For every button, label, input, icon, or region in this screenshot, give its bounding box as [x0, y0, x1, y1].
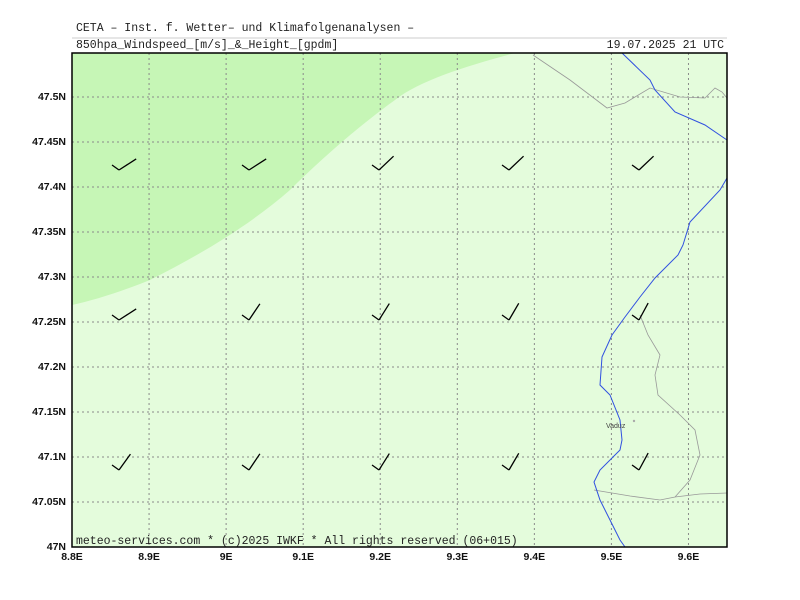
wind-barb-flag [501, 314, 510, 321]
header-timestamp: 19.07.2025 21 UTC [607, 39, 724, 52]
wind-barb [508, 155, 525, 171]
wind-barb [248, 158, 267, 171]
lon-label: 8.9E [138, 551, 160, 563]
wind-barb-flag [501, 464, 510, 471]
lon-label: 9.5E [601, 551, 623, 563]
lon-label: 9.1E [292, 551, 314, 563]
lat-label: 47.05N [32, 496, 66, 508]
lat-label: 47N [47, 541, 66, 553]
lon-label: 8.8E [61, 551, 83, 563]
wind-barb-flag [371, 464, 380, 471]
wind-barb-flag [241, 464, 250, 471]
map-frame [71, 52, 728, 548]
wind-barb-flag [631, 164, 640, 171]
lat-label: 47.2N [38, 361, 66, 373]
wind-barb [378, 303, 390, 321]
lat-label: 47.45N [32, 136, 66, 148]
lon-label: 9E [220, 551, 233, 563]
wind-barb [248, 303, 261, 321]
border [532, 54, 728, 109]
wind-barb [118, 158, 137, 171]
wind-speed-area [72, 53, 515, 305]
wind-barb-flag [501, 164, 510, 171]
wind-barb-flag [241, 314, 250, 321]
wind-barb-flag [631, 314, 640, 321]
border [593, 314, 728, 501]
lon-label: 9.3E [446, 551, 468, 563]
wind-barb [248, 453, 261, 471]
wind-barb-flag [111, 164, 120, 171]
lat-label: 47.5N [38, 91, 66, 103]
wind-barb [508, 302, 520, 321]
wind-barb [378, 155, 395, 171]
wind-barb [118, 453, 131, 471]
footer-credit: meteo-services.com * (c)2025 IWKF * All … [76, 535, 518, 548]
river [593, 52, 728, 548]
wind-barb-flag [631, 464, 640, 471]
wind-barb [508, 452, 520, 471]
lon-label: 9.4E [524, 551, 546, 563]
wind-barb-flag [111, 314, 120, 321]
wind-barb [638, 302, 649, 321]
lon-label: 9.2E [369, 551, 391, 563]
wind-barb-flag [111, 464, 120, 471]
wind-barb [118, 308, 137, 321]
wind-barb [378, 453, 390, 471]
wind-barb [638, 452, 649, 471]
header-subtitle: 850hpa_Windspeed_[m/s]_&_Height_[gpdm] [76, 39, 338, 52]
lat-label: 47.25N [32, 316, 66, 328]
lat-label: 47.1N [38, 451, 66, 463]
wind-barb-flag [371, 314, 380, 321]
place-marker [632, 419, 636, 423]
lat-label: 47.3N [38, 271, 66, 283]
lat-label: 47.35N [32, 226, 66, 238]
header-title: CETA – Inst. f. Wetter– und Klimafolgena… [76, 22, 414, 35]
place-label: Vaduz [606, 423, 626, 430]
wind-barb-flag [241, 164, 250, 171]
lat-label: 47.15N [32, 406, 66, 418]
lat-label: 47.4N [38, 181, 66, 193]
lon-label: 9.6E [678, 551, 700, 563]
wind-barb-flag [371, 164, 380, 171]
wind-barb [638, 155, 655, 171]
